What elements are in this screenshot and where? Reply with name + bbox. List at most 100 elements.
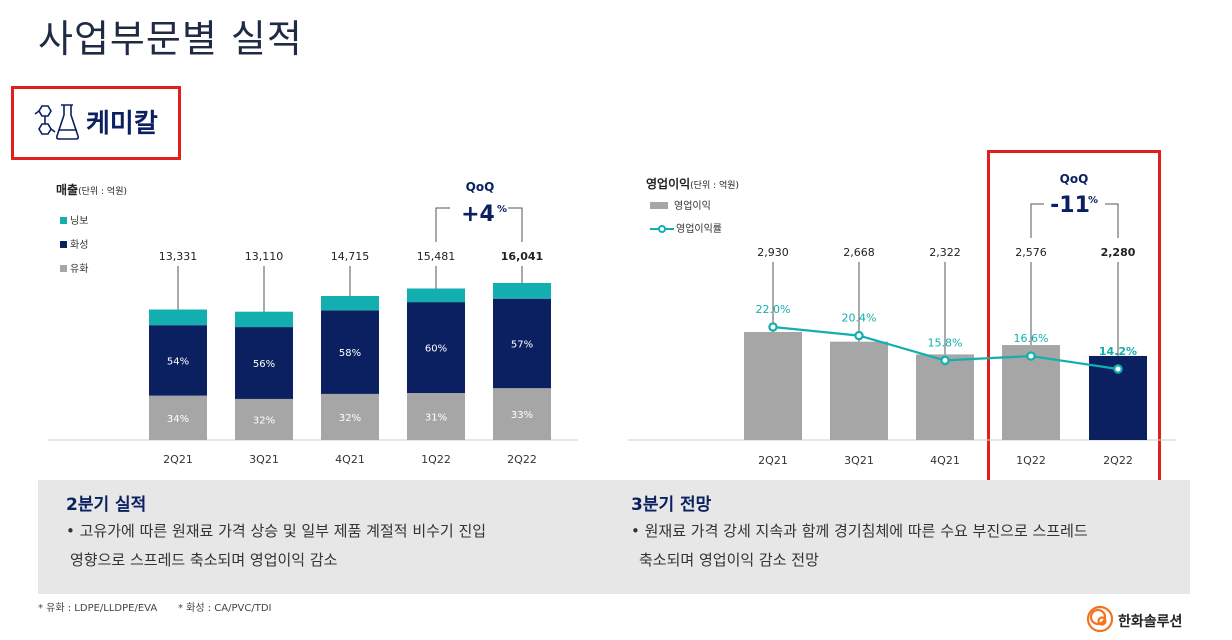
- op-margin-label: 16.6%: [1014, 332, 1049, 345]
- q2-results-line: 영향으로 스프레드 축소되며 영업이익 감소: [70, 551, 338, 569]
- op-profit-legend: 영업이익 영업이익률: [650, 197, 722, 235]
- q3-outlook-line: 축소되며 영업이익 감소 전망: [639, 551, 819, 569]
- x-tick-label: 1Q22: [421, 453, 451, 466]
- total-label: 13,331: [159, 250, 198, 263]
- op-profit-chart-title: 영업이익(단위 : 억원): [646, 177, 740, 191]
- legend-swatch: [60, 265, 67, 272]
- qoq-label: QoQ: [466, 180, 495, 194]
- op-profit-bar: [744, 332, 802, 440]
- page-title: 사업부문별 실적: [38, 17, 303, 61]
- total-label: 13,110: [245, 250, 284, 263]
- brand-name: 한화솔루션: [1118, 614, 1183, 630]
- op-margin-label: 22.0%: [756, 303, 791, 316]
- q2-results-line: • 고유가에 따른 원재료 가격 상승 및 일부 제품 계절적 비수기 진입: [66, 522, 487, 540]
- legend-item: 화성: [60, 236, 88, 251]
- bar-segment-화성: [149, 325, 207, 396]
- segment-label: 34%: [167, 414, 189, 425]
- x-tick-label: 4Q21: [335, 453, 365, 466]
- op-margin-label: 14.2%: [1099, 345, 1137, 358]
- bar-segment-유화: [321, 393, 379, 440]
- op-margin-label: 15.8%: [928, 336, 963, 349]
- segment-label: 32%: [253, 415, 275, 426]
- bar-segment-화성: [321, 310, 379, 394]
- q3-outlook-block: 3분기 전망 • 원재료 가격 강세 지속과 함께 경기침체에 따른 수요 부진…: [631, 490, 1088, 575]
- bar-segment-유화: [493, 388, 551, 440]
- bar-segment-닝보: [149, 309, 207, 326]
- bar-segment-닝보: [493, 283, 551, 299]
- total-label: 16,041: [501, 250, 543, 263]
- bar-segment-화성: [493, 298, 551, 389]
- x-tick-label: 4Q21: [930, 454, 960, 467]
- op-margin-label: 20.4%: [842, 312, 877, 325]
- summary-panel: [38, 480, 1190, 594]
- op-profit-value: 2,930: [757, 246, 789, 259]
- x-tick-label: 2Q21: [758, 454, 788, 467]
- total-label: 14,715: [331, 250, 370, 263]
- op-profit-value: 2,668: [843, 246, 875, 259]
- x-tick-label: 1Q22: [1016, 454, 1046, 467]
- segment-label: 54%: [167, 356, 189, 367]
- qoq-unit: %: [1088, 195, 1098, 206]
- bar-segment-화성: [235, 327, 293, 399]
- x-tick-label: 3Q21: [844, 454, 874, 467]
- qoq-bracket: [1030, 203, 1119, 238]
- legend-swatch: [650, 202, 668, 209]
- chemistry-icon: [34, 102, 80, 146]
- total-label: 15,481: [417, 250, 456, 263]
- segment-label: 57%: [511, 339, 533, 350]
- op-profit-bar: [1002, 345, 1060, 440]
- qoq-unit: %: [497, 204, 507, 215]
- bar-segment-유화: [149, 395, 207, 440]
- op-margin-point: [1026, 351, 1036, 361]
- legend-item: 유화: [60, 260, 88, 275]
- legend-swatch: [60, 241, 67, 248]
- section-title: 케미칼: [86, 109, 158, 139]
- section-highlight-box: [11, 86, 181, 160]
- x-tick-label: 2Q21: [163, 453, 193, 466]
- q3-outlook-title: 3분기 전망: [631, 495, 712, 515]
- op-profit-chart: 2,930 2Q21 2,668 3Q21 2,322 4Q21 2,576 1Q22 2,28…: [628, 172, 1176, 467]
- revenue-chart-title: 매출(단위 : 억원): [56, 183, 127, 197]
- segment-label: 32%: [339, 413, 361, 424]
- revenue-legend: 닝보 화성 유화: [60, 212, 88, 275]
- op-profit-value: 2,280: [1101, 246, 1136, 259]
- bar-segment-닝보: [321, 295, 379, 311]
- legend-line-swatch: [650, 225, 674, 233]
- segment-label: 58%: [339, 348, 361, 359]
- footnote-petrochem: * 유화 : LDPE/LLDPE/EVA: [38, 603, 158, 614]
- op-profit-value: 2,576: [1015, 246, 1047, 259]
- legend-swatch: [60, 217, 67, 224]
- legend-item: 영업이익: [650, 197, 722, 212]
- segment-label: 60%: [425, 344, 447, 355]
- bar-segment-닝보: [407, 288, 465, 303]
- segment-label: 31%: [425, 413, 447, 424]
- bar-segment-화성: [407, 302, 465, 394]
- legend-item: 닝보: [60, 212, 88, 227]
- q2-results-block: 2분기 실적 • 고유가에 따른 원재료 가격 상승 및 일부 제품 계절적 비…: [66, 490, 486, 575]
- op-margin-point: [854, 330, 864, 341]
- qoq-bracket: [435, 207, 523, 242]
- op-profit-value: 2,322: [929, 246, 961, 259]
- bar-segment-닝보: [235, 311, 293, 328]
- op-profit-bar: [830, 341, 888, 440]
- bar-segment-유화: [235, 398, 293, 440]
- qoq-label: QoQ: [1060, 172, 1089, 186]
- segment-label: 33%: [511, 410, 533, 421]
- bar-segment-유화: [407, 393, 465, 440]
- footnote-chemical: * 화성 : CA/PVC/TDI: [178, 603, 272, 614]
- op-profit-bar: [916, 354, 974, 440]
- op-margin-point: [940, 355, 950, 366]
- revenue-chart: 34% 54% 13,331 2Q21 32% 56% 13,110 3Q21 32% 58% 14…: [48, 180, 578, 466]
- q2-results-title: 2분기 실적: [66, 495, 147, 515]
- q3-outlook-line: • 원재료 가격 강세 지속과 함께 경기침체에 따른 수요 부진으로 스프레드: [631, 522, 1088, 540]
- op-margin-point: [1113, 364, 1123, 374]
- segment-label: 56%: [253, 359, 275, 370]
- qoq-value: -11: [1050, 193, 1090, 218]
- legend-item: 영업이익률: [650, 220, 722, 235]
- qoq-value: +4: [461, 202, 495, 227]
- x-tick-label: 2Q22: [507, 453, 537, 466]
- x-tick-label: 3Q21: [249, 453, 279, 466]
- x-tick-label: 2Q22: [1103, 454, 1133, 467]
- hanwha-logo-icon: [1084, 604, 1116, 638]
- op-margin-point: [768, 322, 778, 332]
